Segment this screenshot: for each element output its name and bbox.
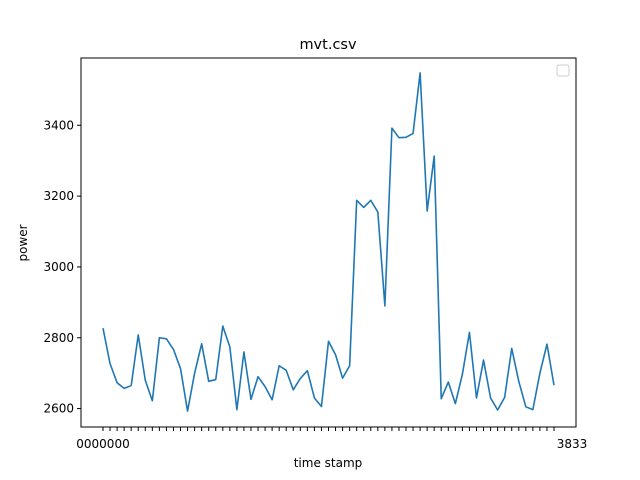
x-tick-label-first: 0000000: [76, 437, 129, 451]
x-axis-label: time stamp: [294, 456, 363, 470]
chart-title: mvt.csv: [299, 37, 357, 53]
x-tick-label-last: 3833: [557, 437, 588, 451]
plot-area: [102, 72, 555, 412]
y-tick-label: 3400: [43, 118, 74, 132]
y-tick-label: 2800: [43, 331, 74, 345]
y-tick-label: 2600: [43, 402, 74, 416]
legend-box: [556, 64, 570, 77]
y-tick-label: 3200: [43, 189, 74, 203]
y-axis-label: power: [16, 224, 30, 261]
y-tick-label: 3000: [43, 260, 74, 274]
series-line: [102, 72, 555, 412]
